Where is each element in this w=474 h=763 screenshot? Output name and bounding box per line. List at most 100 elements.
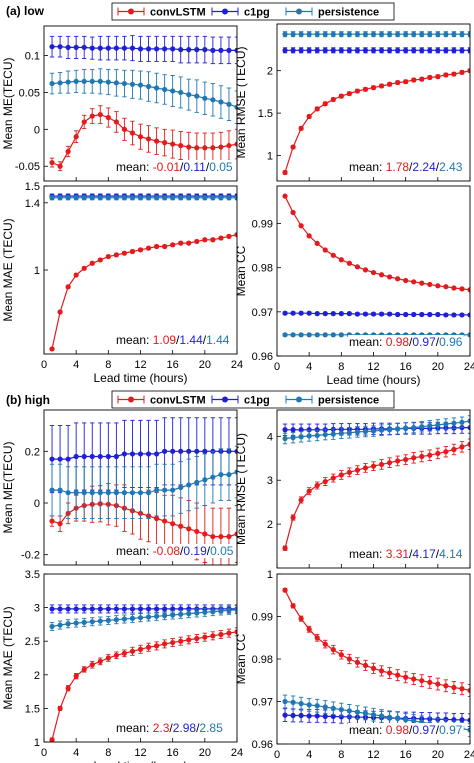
- chart-panel: 1 1.5 2 2.5 3 3.5 0 4 8 12 16 20 24 Mean MAE (TECU) me…: [1, 569, 243, 763]
- data-point: [330, 431, 336, 437]
- data-point: [178, 523, 184, 529]
- legend-label-convLSTM: convLSTM: [150, 7, 206, 19]
- plot-frame: [276, 23, 471, 182]
- data-point: [113, 490, 119, 496]
- series-c1pg: [282, 47, 470, 54]
- data-point: [97, 490, 103, 496]
- data-point: [403, 277, 409, 284]
- data-point: [306, 113, 312, 120]
- data-point: [370, 463, 377, 469]
- data-point: [435, 311, 441, 318]
- data-point: [386, 670, 393, 676]
- data-point: [113, 606, 119, 612]
- data-point: [65, 44, 71, 51]
- data-point: [226, 533, 232, 540]
- data-point: [314, 713, 320, 719]
- data-point: [467, 418, 470, 424]
- data-point: [306, 31, 312, 37]
- mean-annotation: mean: -0.01/0.11/0.05: [116, 160, 233, 174]
- mean-value: mean:: [349, 547, 386, 561]
- data-point: [419, 678, 425, 684]
- x-axis-label: Lead time (hours): [326, 761, 420, 763]
- data-point: [411, 47, 417, 53]
- data-point: [49, 623, 55, 630]
- data-point: [137, 46, 144, 52]
- data-point: [218, 608, 224, 614]
- data-point: [89, 490, 95, 496]
- data-point: [451, 285, 457, 291]
- data-point: [226, 142, 232, 149]
- data-point: [362, 710, 369, 717]
- mean-value: mean:: [116, 544, 153, 558]
- xtick-label: 12: [134, 359, 146, 371]
- data-point: [403, 674, 409, 680]
- data-point: [354, 88, 361, 94]
- data-point: [451, 312, 457, 318]
- mean-value: 2.98: [173, 721, 197, 735]
- mean-annotation-bg: [348, 160, 464, 174]
- data-point: [137, 82, 144, 88]
- data-point: [57, 163, 63, 169]
- ytick-label: 1.5: [25, 181, 40, 193]
- data-point: [194, 479, 200, 485]
- data-point: [370, 31, 377, 37]
- data-point: [105, 253, 111, 260]
- mean-value: /: [436, 335, 440, 349]
- xtick-label: 0: [41, 359, 47, 371]
- data-point: [395, 31, 401, 37]
- data-point: [170, 242, 176, 248]
- xtick-label: 24: [231, 747, 243, 759]
- plot-area: [44, 574, 237, 742]
- data-point: [121, 650, 128, 656]
- mean-value: /: [180, 160, 184, 174]
- data-point: [330, 647, 336, 653]
- data-point: [282, 47, 288, 53]
- data-point: [306, 626, 312, 632]
- data-point: [443, 312, 449, 318]
- data-point: [338, 430, 344, 436]
- data-point: [403, 79, 409, 85]
- mean-annotation-bg: [115, 333, 231, 347]
- data-point: [459, 47, 465, 53]
- data-point: [153, 243, 160, 250]
- xtick-label: 8: [338, 749, 344, 761]
- ytick-label: 2: [267, 519, 273, 531]
- data-point: [226, 101, 232, 107]
- data-point: [73, 673, 79, 679]
- data-point: [65, 490, 71, 496]
- data-point: [89, 619, 95, 625]
- mean-value: 3.31: [386, 547, 410, 561]
- data-point: [467, 47, 470, 53]
- data-point: [113, 453, 119, 460]
- data-point: [386, 81, 393, 87]
- data-point: [210, 195, 216, 201]
- data-point: [57, 309, 63, 315]
- data-point: [370, 269, 377, 276]
- data-point: [194, 195, 200, 201]
- data-point: [427, 423, 433, 429]
- data-point: [346, 656, 352, 662]
- data-point: [451, 47, 457, 53]
- data-point: [306, 713, 312, 719]
- data-point: [386, 47, 393, 53]
- data-point: [194, 448, 200, 454]
- data-point: [282, 193, 288, 199]
- data-point: [49, 195, 55, 201]
- legend-box: [111, 2, 395, 21]
- data-point: [378, 83, 385, 89]
- data-point: [290, 332, 296, 338]
- data-point: [97, 257, 103, 263]
- data-point: [57, 44, 63, 50]
- data-point: [105, 490, 111, 496]
- data-point: [443, 449, 449, 455]
- data-point: [170, 195, 176, 201]
- data-point: [145, 644, 152, 650]
- data-point: [153, 643, 160, 649]
- mean-annotation-bg: [348, 547, 464, 561]
- data-point: [322, 101, 328, 107]
- data-point: [145, 614, 152, 620]
- data-point: [386, 274, 393, 280]
- data-point: [121, 451, 128, 457]
